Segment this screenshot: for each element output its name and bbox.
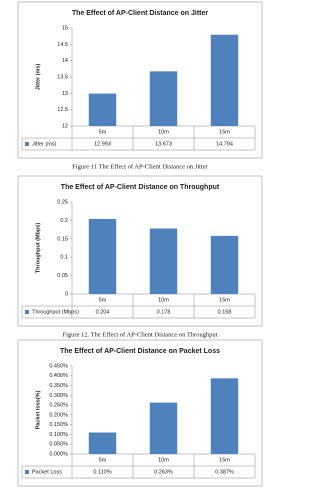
figure-caption: Figure 12. The Effect of AP-Client Dista…: [62, 331, 217, 338]
table-value: 0.178: [157, 309, 171, 315]
legend-label: Throughput (Mbps): [32, 309, 79, 315]
x-tick-label: 15m: [219, 457, 230, 463]
x-tick-label: 5m: [99, 457, 107, 463]
y-tick-label: 12.5: [57, 107, 68, 113]
y-tick-label: 0.2: [60, 218, 68, 224]
bar: [88, 218, 117, 294]
legend-label: Packet Loss: [32, 469, 62, 475]
bar: [210, 235, 239, 294]
x-tick-label: 10m: [158, 457, 169, 463]
y-tick-label: 0.050%: [49, 442, 68, 448]
y-tick-label: 0.300%: [49, 393, 68, 399]
bar: [88, 93, 117, 126]
table-value: 13.673: [155, 141, 172, 147]
x-tick-label: 15m: [219, 297, 230, 303]
chart-title: The Effect of AP-Client Distance on Jitt…: [72, 10, 209, 17]
y-tick-label: 0.450%: [49, 363, 68, 369]
table-value: 0.387%: [215, 469, 234, 475]
x-tick-label: 15m: [219, 129, 230, 135]
y-axis-label: Throughput (Mbps): [35, 223, 41, 274]
bar: [149, 402, 178, 454]
y-tick-label: 0.25: [57, 199, 68, 205]
y-tick-label: 0.000%: [49, 451, 68, 457]
chart-border: [17, 175, 263, 327]
bar: [210, 378, 239, 454]
bar: [149, 228, 178, 294]
legend-label: Jitter (ms): [32, 141, 57, 147]
table-value: 12.993: [94, 141, 111, 147]
chart-title: The Effect of AP-Client Distance on Thro…: [61, 184, 220, 191]
y-tick-label: 0.1: [60, 255, 68, 261]
y-tick-label: 14.5: [57, 42, 68, 48]
y-tick-label: 0.250%: [49, 403, 68, 409]
table-value: 0.263%: [154, 469, 173, 475]
y-axis-label: Packet loss(%): [35, 390, 41, 429]
table-value: 0.204: [96, 309, 110, 315]
legend-swatch: [25, 142, 29, 146]
table-value: 0.110%: [93, 469, 111, 475]
x-tick-label: 10m: [158, 297, 169, 303]
figure-caption: Figure 11 The Effect of AP-Client Distan…: [72, 163, 208, 170]
y-tick-label: 0.15: [57, 236, 68, 242]
chart-border: [17, 339, 263, 487]
y-tick-label: 12: [62, 123, 68, 129]
y-tick-label: 0: [65, 291, 68, 297]
y-tick-label: 13.5: [57, 74, 68, 80]
chart-border: [17, 1, 263, 159]
bar: [88, 432, 117, 454]
y-tick-label: 0.05: [57, 273, 68, 279]
legend-swatch: [25, 470, 29, 474]
table-value: 0.158: [218, 309, 232, 315]
y-tick-label: 14: [62, 58, 68, 64]
y-axis-label: Jitter (ms): [35, 64, 41, 91]
x-tick-label: 10m: [158, 129, 169, 135]
bar: [149, 71, 178, 126]
y-tick-label: 13: [62, 91, 68, 97]
page: The Effect of AP-Client Distance on Jitt…: [17, 1, 263, 487]
y-tick-label: 0.200%: [49, 412, 68, 418]
table-value: 14.794: [216, 141, 233, 147]
bar: [210, 34, 239, 126]
y-tick-label: 0.350%: [49, 383, 68, 389]
y-tick-label: 0.400%: [49, 373, 68, 379]
x-tick-label: 5m: [99, 129, 107, 135]
legend-swatch: [25, 310, 29, 314]
y-tick-label: 15: [62, 25, 68, 31]
chart-title: The Effect of AP-Client Distance on Pack…: [60, 348, 220, 355]
y-tick-label: 0.100%: [49, 432, 68, 438]
x-tick-label: 5m: [99, 297, 107, 303]
y-tick-label: 0.150%: [49, 422, 68, 428]
